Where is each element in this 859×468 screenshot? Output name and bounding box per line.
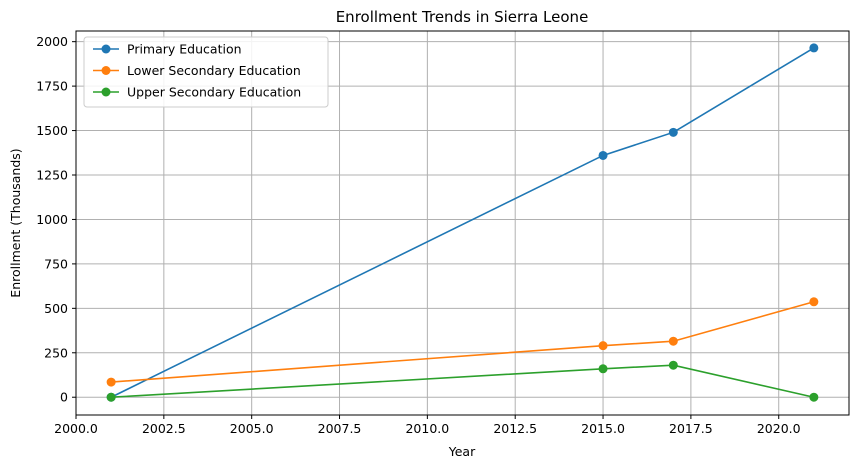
series-line — [111, 300, 815, 383]
legend-box — [83, 36, 329, 108]
series-line — [110, 47, 815, 398]
y-tick-label: 1000 — [36, 212, 68, 227]
x-axis-label: Year — [448, 444, 476, 459]
legend: Primary Education Lower Secondary Educati… — [83, 36, 329, 108]
y-tick-label: 500 — [44, 301, 68, 316]
series-3 — [106, 360, 819, 402]
legend-label: Upper Secondary Education — [127, 85, 301, 100]
x-tick-label: 2000.0 — [54, 421, 98, 436]
legend-item: Lower Secondary Education — [93, 63, 301, 78]
y-tick-label: 2000 — [36, 34, 68, 49]
y-tick-label: 0 — [60, 390, 68, 405]
y-axis-label: Enrollment (Thousands) — [8, 148, 23, 297]
data-point — [809, 392, 819, 402]
y-tick-label: 250 — [44, 345, 68, 360]
y-tick-label: 1500 — [36, 123, 68, 138]
data-point — [668, 127, 678, 137]
x-tick-label: 2015.0 — [581, 421, 625, 436]
legend-marker — [101, 87, 111, 97]
legend-item: Primary Education — [93, 42, 242, 57]
y-tick-label: 1750 — [36, 79, 68, 94]
series-layer — [106, 43, 819, 402]
x-tick-label: 2002.5 — [142, 421, 186, 436]
x-tick-label: 2012.5 — [493, 421, 537, 436]
plot-frame — [75, 30, 850, 416]
chart-title: Enrollment Trends in Sierra Leone — [336, 8, 589, 26]
ticks: 2000.0 2002.5 2005.0 2007.5 2010.0 2012.5 2015… — [36, 34, 800, 436]
legend-item: Upper Secondary Education — [93, 85, 301, 100]
x-tick-label: 2010.0 — [405, 421, 449, 436]
data-point — [809, 297, 819, 307]
x-tick-label: 2005.0 — [230, 421, 274, 436]
grid — [75, 31, 849, 415]
series-2 — [106, 297, 819, 387]
data-point — [106, 392, 116, 402]
data-point — [598, 364, 608, 374]
data-point — [668, 360, 678, 370]
data-point — [106, 377, 116, 387]
legend-marker — [101, 44, 111, 54]
data-point — [598, 341, 608, 351]
legend-label: Lower Secondary Education — [127, 63, 301, 78]
series-line — [111, 364, 815, 399]
y-tick-label: 750 — [44, 256, 68, 271]
x-tick-label: 2020.0 — [757, 421, 801, 436]
legend-marker — [101, 66, 111, 75]
x-tick-label: 2007.5 — [318, 421, 362, 436]
data-point — [598, 150, 608, 160]
legend-label: Primary Education — [127, 42, 242, 57]
x-tick-label: 2017.5 — [669, 421, 713, 436]
data-point — [809, 43, 819, 53]
data-point — [668, 336, 678, 346]
y-tick-label: 1250 — [36, 168, 68, 183]
